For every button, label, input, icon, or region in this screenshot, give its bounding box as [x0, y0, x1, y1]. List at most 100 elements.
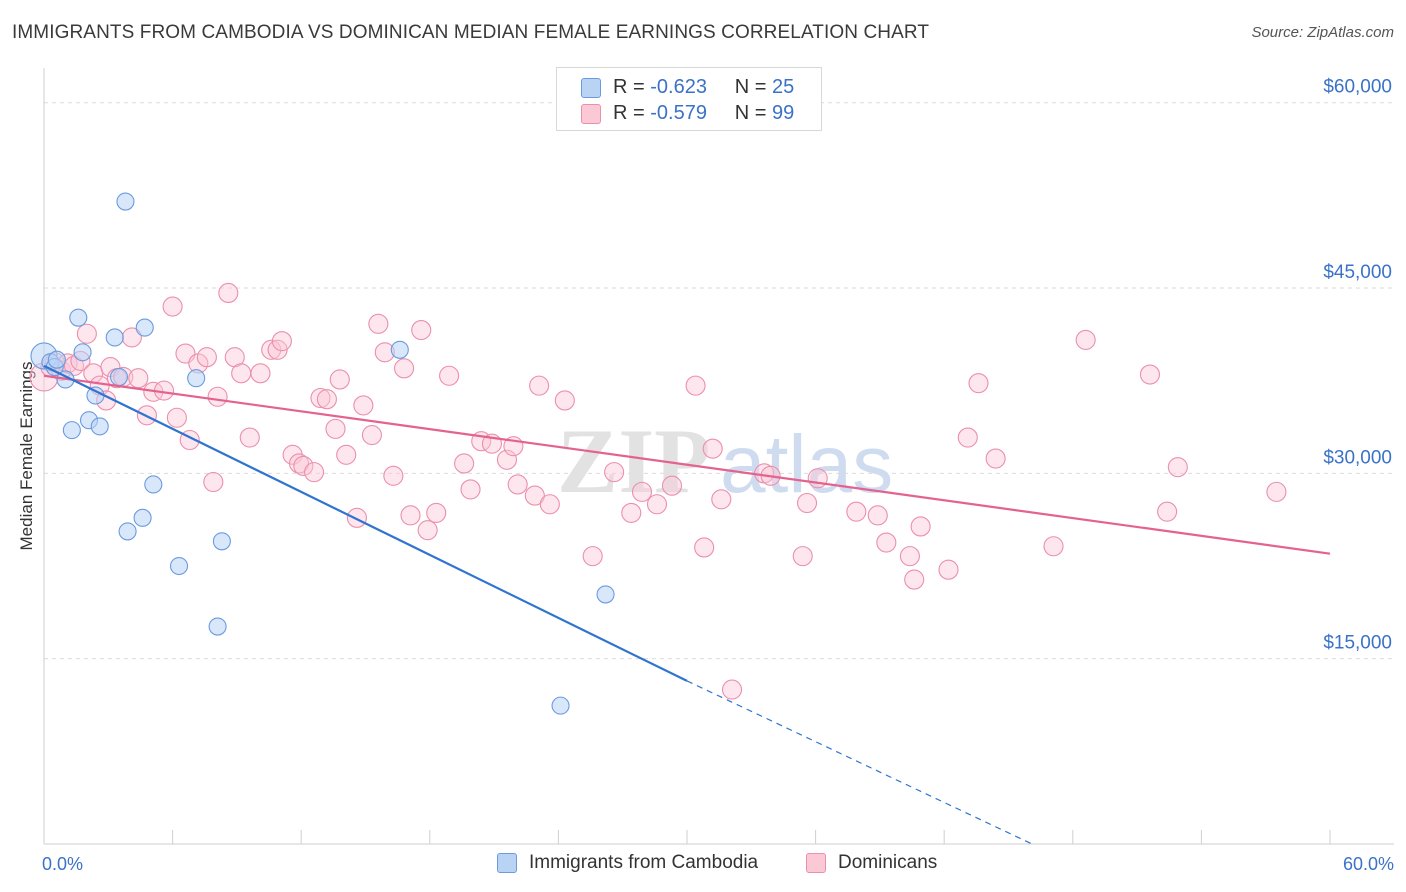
dominican-point	[128, 368, 149, 389]
cambodia-point	[73, 343, 92, 362]
legend-swatch-cambodia	[581, 78, 601, 98]
x-tick-label: 0.0%	[42, 854, 83, 874]
cambodia-point	[116, 192, 135, 211]
dominican-point	[417, 520, 438, 541]
dominican-point	[353, 395, 374, 416]
dominican-point	[807, 468, 828, 489]
cambodia-point	[109, 367, 129, 387]
dominican-point	[685, 375, 706, 396]
cambodia-point	[135, 318, 154, 337]
legend-label-cambodia: Immigrants from Cambodia	[529, 852, 759, 873]
dominican-point	[957, 427, 978, 448]
legend-swatch-cambodia-bottom	[497, 853, 517, 873]
dominican-point	[293, 455, 314, 476]
dominican-point	[426, 502, 447, 523]
dominican-point	[166, 407, 187, 428]
dominican-point	[368, 313, 389, 334]
dominican-point	[361, 425, 382, 446]
watermark: ZIP atlas	[557, 410, 893, 512]
dominican-point	[1139, 364, 1161, 385]
watermark-zip: ZIP	[557, 410, 710, 512]
dominican-point	[792, 546, 813, 567]
legend-n-label: N =	[734, 102, 767, 124]
y-axis-title: Median Female Earnings	[17, 362, 36, 551]
cambodia-point	[90, 417, 109, 436]
dominican-point	[346, 507, 367, 528]
dominican-points	[29, 282, 1287, 700]
y-tick-label: $45,000	[1323, 262, 1392, 283]
dominican-point	[646, 494, 668, 515]
legend-label-dominican: Dominicans	[838, 852, 938, 873]
dominican-point	[910, 516, 931, 537]
dominican-point	[76, 323, 97, 344]
cambodia-point	[144, 475, 163, 494]
dominican-point	[904, 569, 925, 590]
dominican-point	[985, 448, 1006, 469]
legend-swatch-dominican	[581, 104, 601, 124]
dominican-point	[336, 444, 357, 465]
legend-r-value-cambodia: -0.623	[650, 76, 707, 98]
dominican-point	[721, 679, 743, 700]
watermark-atlas: atlas	[720, 419, 893, 510]
chart-title: IMMIGRANTS FROM CAMBODIA VS DOMINICAN ME…	[12, 22, 930, 43]
chart-source: Source: ZipAtlas.com	[1251, 24, 1394, 41]
y-tick-label: $60,000	[1323, 77, 1392, 98]
legend-r-value-dominican: -0.579	[650, 102, 707, 124]
dominican-point	[554, 390, 575, 411]
legend-top: R = -0.623 N = 25 R = -0.579 N = 99	[556, 67, 822, 131]
dominican-point	[1167, 457, 1188, 478]
dominican-point	[524, 485, 545, 506]
legend-r-label: R =	[613, 76, 645, 98]
legend-swatch-dominican-bottom	[806, 853, 826, 873]
cambodia-point	[551, 696, 570, 715]
dominican-point	[207, 386, 228, 407]
axes	[43, 68, 1394, 845]
dominican-point	[631, 481, 653, 502]
dominican-point	[231, 363, 252, 384]
legend-r-label: R =	[613, 102, 645, 124]
dominican-point	[1043, 536, 1064, 557]
dominican-point	[196, 347, 217, 368]
cambodia-point	[105, 328, 124, 347]
dominican-point	[439, 365, 460, 386]
legend-n-value-dominican: 99	[772, 102, 795, 124]
cambodia-point	[208, 617, 227, 636]
dominican-point	[702, 438, 723, 459]
dominican-point	[529, 375, 550, 396]
x-tick-labels: 0.0% 60.0%	[42, 854, 1394, 874]
dominican-point	[507, 474, 528, 495]
dominican-point	[604, 462, 625, 483]
dominican-point	[1075, 329, 1096, 350]
legend-n-label: N =	[734, 76, 767, 98]
dominican-point	[694, 537, 715, 558]
dominican-point	[539, 494, 560, 515]
trend-lines	[43, 364, 1331, 845]
cambodia-point	[596, 585, 615, 604]
y-tick-labels: $15,000 $30,000 $45,000 $60,000	[1323, 77, 1392, 654]
dominican-point	[711, 489, 732, 510]
dominican-point	[1266, 481, 1287, 502]
y-tick-label: $30,000	[1323, 447, 1392, 468]
cambodia-point	[212, 532, 231, 551]
dominican-point	[411, 319, 432, 341]
dominican-point	[394, 358, 415, 379]
dominican-point	[454, 453, 475, 474]
cambodia-point	[169, 556, 189, 576]
x-tick-label: 60.0%	[1343, 854, 1394, 874]
dominican-point	[162, 296, 183, 317]
dominican-point	[876, 532, 897, 553]
dominican-point	[846, 501, 867, 522]
dominican-trend-line	[43, 374, 1331, 555]
dominican-point	[218, 282, 239, 304]
cambodia-point	[69, 308, 88, 327]
dominican-point	[796, 492, 818, 514]
cambodia-trend-extension	[686, 680, 1033, 845]
dominican-point	[310, 387, 331, 409]
dominican-point	[1157, 501, 1178, 522]
legend-n-value-cambodia: 25	[772, 76, 795, 98]
dominican-point	[203, 471, 224, 493]
dominican-point	[304, 462, 325, 483]
dominican-point	[621, 502, 642, 523]
dominican-point	[271, 331, 292, 352]
dominican-point	[867, 505, 888, 526]
